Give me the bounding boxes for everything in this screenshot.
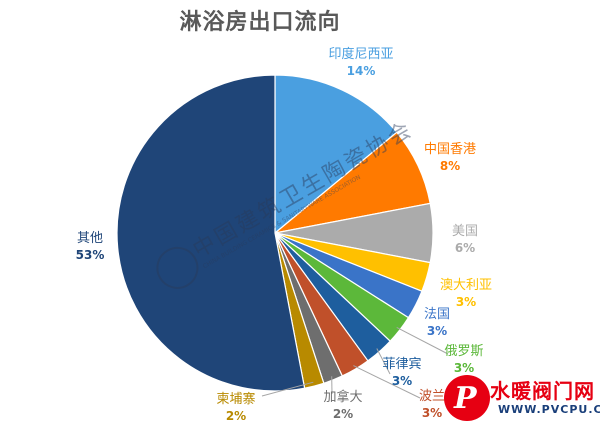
slice-label: 澳大利亚 — [440, 277, 492, 293]
pie-slice — [116, 74, 306, 392]
chart-title: 淋浴房出口流向 — [179, 10, 341, 35]
brand-name: 水暖阀门网 — [490, 379, 595, 403]
slice-percent-label: 6% — [455, 241, 475, 255]
brand-url: WWW.PVCPU.COM — [498, 403, 600, 416]
slice-label: 美国 — [452, 224, 478, 239]
slice-percent-label: 2% — [333, 407, 353, 421]
slice-percent-label: 2% — [226, 409, 246, 423]
slice-percent-label: 3% — [427, 324, 447, 338]
slice-label: 俄罗斯 — [444, 344, 483, 359]
brand-logo: P 水暖阀门网 WWW.PVCPU.COM — [444, 375, 600, 423]
slice-percent-label: 3% — [422, 406, 442, 420]
slice-label: 菲律宾 — [382, 356, 421, 372]
slice-label: 波兰 — [419, 389, 445, 404]
pie-slices — [116, 74, 434, 392]
slice-label: 加拿大 — [323, 389, 362, 405]
leader-line — [376, 348, 391, 375]
slice-label: 其他 — [77, 231, 103, 246]
slice-percent-label: 53% — [76, 248, 105, 262]
slice-label: 中国香港 — [424, 142, 476, 157]
slice-label: 印度尼西亚 — [328, 46, 393, 62]
slice-labels: 印度尼西亚 14% 中国香港 8% 美国 6% 澳大利亚 3% 法国 3% 俄罗斯 3% 菲律宾 3% 波兰… — [76, 46, 492, 423]
slice-label: 柬埔寨 — [216, 391, 255, 407]
slice-label: 法国 — [424, 307, 450, 322]
slice-percent-label: 3% — [392, 374, 412, 388]
slice-percent-label: 3% — [454, 361, 474, 375]
leader-line — [353, 365, 421, 399]
slice-percent-label: 8% — [440, 159, 460, 173]
pie-slice — [274, 74, 398, 235]
leader-line — [396, 326, 449, 355]
slice-percent-label: 14% — [347, 64, 376, 78]
slice-percent-label: 3% — [456, 295, 476, 309]
brand-logo-icon: P — [444, 375, 490, 421]
leader-line — [261, 381, 314, 397]
leader-lines — [261, 326, 449, 399]
